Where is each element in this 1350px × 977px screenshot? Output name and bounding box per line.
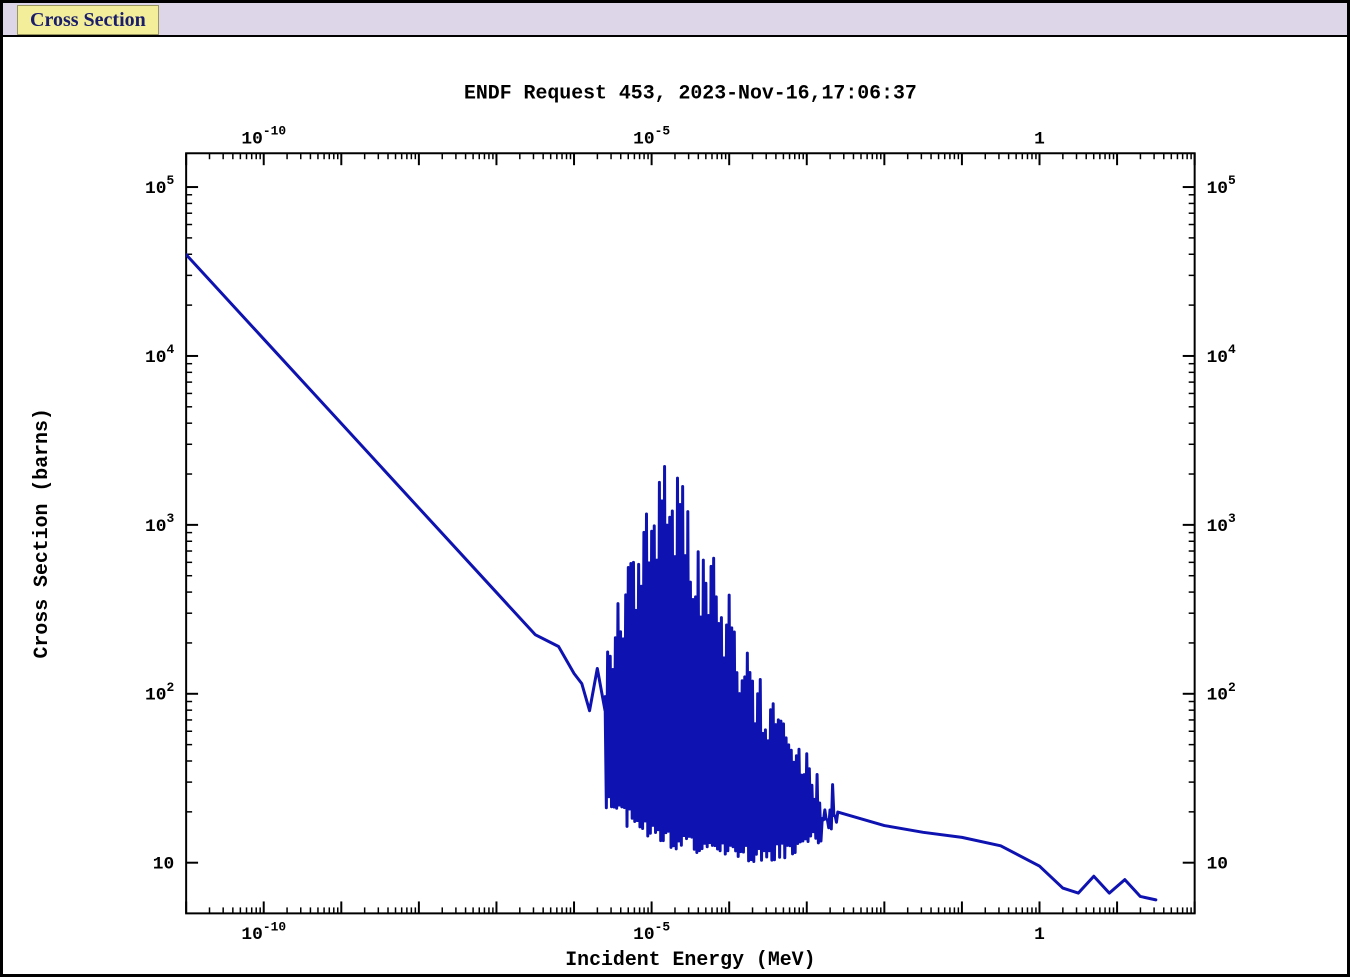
svg-text:ENDF Request 453, 2023-Nov-16,: ENDF Request 453, 2023-Nov-16,17:06:37 (464, 82, 917, 105)
svg-text:10: 10 (1207, 855, 1228, 875)
svg-text:10: 10 (153, 855, 174, 875)
svg-text:Cross Section (barns): Cross Section (barns) (30, 408, 53, 658)
plot-region: ENDF Request 453, 2023-Nov-16,17:06:37 10… (6, 39, 1344, 971)
title-tab-label: Cross Section (30, 9, 146, 32)
window-frame: Cross Section ENDF Request 453, 2023-Nov… (0, 0, 1350, 977)
cross-section-chart: ENDF Request 453, 2023-Nov-16,17:06:37 10… (6, 39, 1344, 971)
title-bar: Cross Section (3, 3, 1347, 37)
svg-text:1: 1 (1034, 129, 1045, 149)
title-tab[interactable]: Cross Section (17, 5, 159, 35)
svg-text:Incident Energy (MeV): Incident Energy (MeV) (565, 948, 815, 971)
svg-text:1: 1 (1034, 925, 1045, 945)
